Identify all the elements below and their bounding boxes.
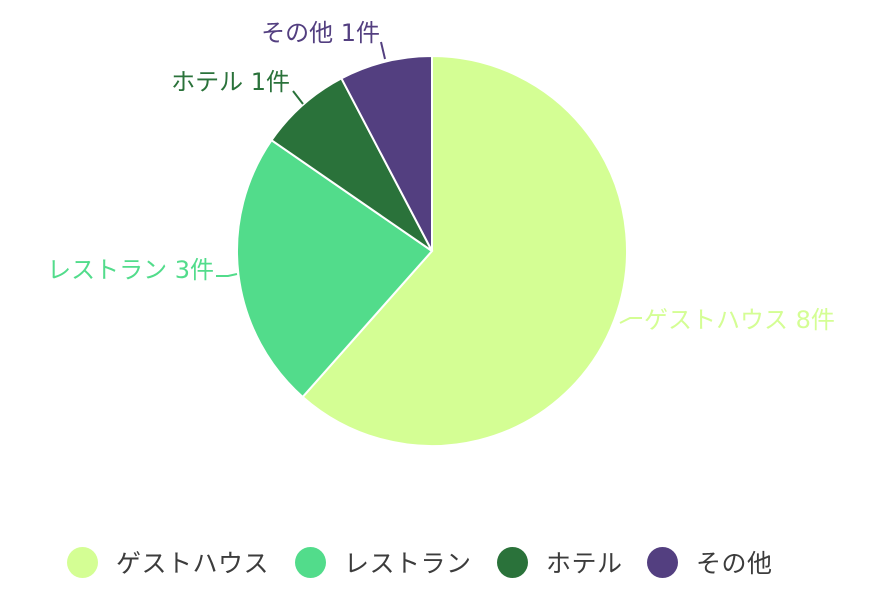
legend-label: ゲストハウス xyxy=(116,549,270,578)
legend-item-restaurant[interactable]: レストラン xyxy=(295,540,472,584)
slice-labels: ゲストハウス 8件 レストラン 3件 ホテル 1件 その他 1件 xyxy=(47,19,835,334)
legend-dot-icon xyxy=(497,546,528,578)
slice-label-hotel: ホテル 1件 xyxy=(171,68,290,96)
legend-dot-icon xyxy=(67,546,98,578)
label-leader-lines xyxy=(216,41,642,324)
leader-line-hotel xyxy=(292,90,304,105)
legend: ゲストハウス レストラン ホテル その他 xyxy=(0,540,880,584)
legend-item-other[interactable]: その他 xyxy=(647,540,773,584)
pie-slice-other[interactable] xyxy=(340,54,433,252)
legend-label: その他 xyxy=(696,549,773,578)
leader-line-guesthouse xyxy=(619,317,642,324)
legend-label: レストラン xyxy=(344,549,472,578)
slice-label-restaurant: レストラン 3件 xyxy=(47,256,214,284)
legend-item-hotel[interactable]: ホテル xyxy=(497,540,623,584)
legend-dot-icon xyxy=(647,546,678,578)
slice-label-other: その他 1件 xyxy=(261,19,380,47)
slice-label-guesthouse: ゲストハウス 8件 xyxy=(644,306,835,334)
pie-slice-restaurant[interactable] xyxy=(236,138,434,399)
legend-label: ホテル xyxy=(546,549,623,578)
legend-item-guesthouse[interactable]: ゲストハウス xyxy=(67,540,269,584)
pie-slices xyxy=(236,54,628,447)
legend-dot-icon xyxy=(295,546,326,578)
pie-slice-guesthouse[interactable] xyxy=(301,54,628,447)
leader-line-other xyxy=(380,41,386,60)
leader-line-restaurant xyxy=(216,273,238,277)
pie-slice-hotel[interactable] xyxy=(270,76,433,252)
